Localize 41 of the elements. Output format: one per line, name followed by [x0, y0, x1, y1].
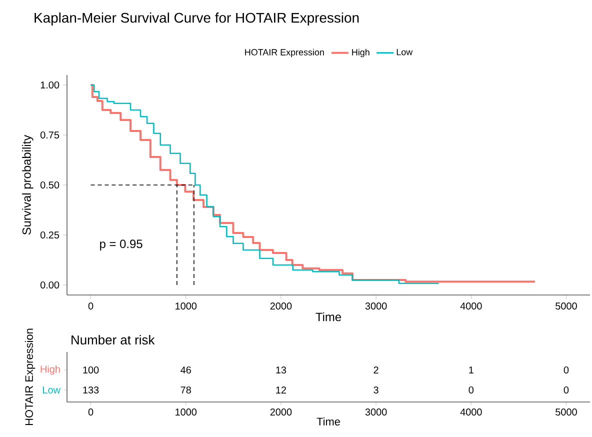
data-label: 12	[276, 386, 286, 394]
y-tick-label: High	[40, 365, 60, 375]
data-label: 3	[374, 386, 378, 394]
x-tick-label: 4000	[460, 408, 482, 416]
x-tick-label: 3000	[365, 408, 387, 416]
y-tick-label: 0.75	[40, 131, 60, 139]
x-tick-label: 5000	[556, 408, 577, 416]
x-tick-label: 0	[88, 408, 94, 416]
data-label: 0	[564, 366, 569, 374]
data-label: 0	[468, 386, 474, 394]
chart-title: Kaplan-Meier Survival Curve for HOTAIR Expression	[34, 12, 359, 26]
y-axis-title: Survival probability	[22, 134, 34, 235]
y-tick-label: 0.50	[40, 181, 60, 189]
x-tick-label: 2000	[270, 302, 292, 310]
x-tick-label: 1000	[176, 408, 197, 416]
data-label: 1	[469, 366, 474, 374]
data-label: 2	[374, 366, 378, 374]
x-tick-label: 3000	[365, 302, 387, 310]
x-tick-label: 2000	[270, 408, 292, 416]
y-axis-title: HOTAIR Expression	[24, 328, 36, 426]
data-label: 78	[180, 386, 191, 394]
x-axis-title: Time	[316, 417, 340, 426]
annotation: p = 0.95	[100, 240, 142, 250]
legend-label: Low	[396, 48, 413, 56]
legend-title: HOTAIR Expression	[245, 48, 324, 58]
y-tick-label: 0.00	[40, 281, 60, 289]
data-label: 0	[564, 386, 569, 394]
chart-title: Number at risk	[72, 334, 155, 344]
y-tick-label: 0.25	[40, 231, 60, 239]
data-label: 133	[83, 386, 99, 394]
x-tick-label: 5000	[556, 302, 577, 310]
data-label: 100	[83, 366, 99, 374]
x-tick-label: 0	[88, 302, 94, 310]
data-label: 46	[180, 366, 191, 374]
y-tick-label: 1.00	[40, 81, 60, 89]
x-tick-label: 4000	[460, 302, 482, 310]
legend-label: High	[352, 48, 370, 58]
x-tick-label: 1000	[176, 302, 197, 310]
y-tick-label: Low	[43, 386, 60, 394]
data-label: 13	[276, 366, 286, 374]
x-axis-title: Time	[316, 312, 342, 322]
